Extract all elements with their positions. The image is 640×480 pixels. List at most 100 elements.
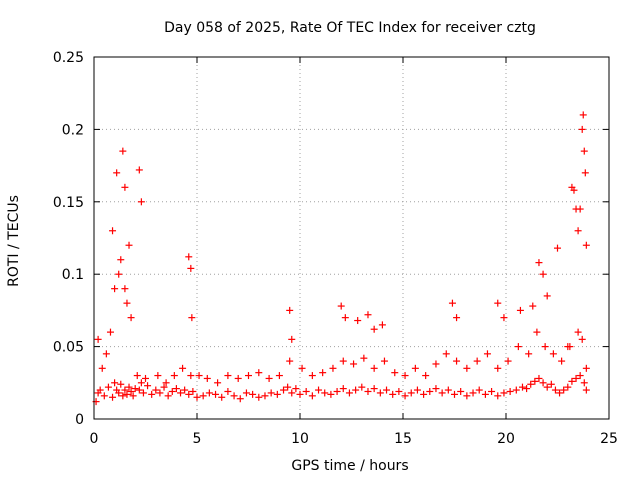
- data-point: [142, 374, 149, 382]
- data-point: [319, 369, 327, 377]
- data-point: [506, 387, 514, 395]
- data-point: [170, 372, 178, 380]
- data-point: [185, 390, 193, 398]
- x-tick-label: 5: [193, 431, 202, 447]
- data-point: [514, 343, 522, 351]
- x-tick-label: 10: [291, 431, 309, 447]
- data-point: [539, 270, 547, 278]
- axis-ticks: 0 5 10 15 20 25 0 0.05 0.1 0.15 0.2 0.25: [53, 50, 618, 447]
- data-point: [125, 241, 133, 249]
- data-point: [242, 389, 250, 397]
- data-point: [580, 147, 588, 155]
- x-axis-title: GPS time / hours: [291, 458, 408, 474]
- data-point: [168, 387, 176, 395]
- data-point: [188, 314, 196, 322]
- data-point: [391, 369, 399, 377]
- data-point: [329, 364, 337, 372]
- data-point: [370, 385, 378, 393]
- data-point: [333, 387, 341, 395]
- data-point: [109, 393, 117, 401]
- data-point: [488, 387, 496, 395]
- data-point: [554, 244, 561, 252]
- data-point: [535, 374, 543, 382]
- data-point: [376, 389, 384, 397]
- data-point: [224, 387, 232, 395]
- data-point: [504, 357, 512, 365]
- data-point: [442, 350, 450, 358]
- data-point: [265, 374, 273, 382]
- data-point: [473, 357, 481, 365]
- data-point: [556, 389, 564, 397]
- data-point: [245, 372, 252, 380]
- data-point: [533, 328, 541, 336]
- y-tick-label: 0: [75, 412, 84, 428]
- data-point: [154, 372, 162, 380]
- data-point: [370, 364, 378, 372]
- data-point: [181, 386, 189, 394]
- data-point: [574, 227, 582, 235]
- x-tick-label: 15: [394, 431, 412, 447]
- data-point: [131, 385, 139, 393]
- data-point: [551, 386, 559, 394]
- data-point: [255, 369, 263, 377]
- data-point: [581, 169, 589, 177]
- data-point: [358, 383, 366, 391]
- data-point: [339, 385, 347, 393]
- data-point: [273, 390, 281, 398]
- data-point: [177, 389, 185, 397]
- data-point: [284, 383, 292, 391]
- data-point: [411, 364, 419, 372]
- data-point: [383, 386, 391, 394]
- data-point: [189, 387, 197, 395]
- data-point: [564, 383, 572, 391]
- data-point: [195, 372, 203, 380]
- data-point: [527, 380, 535, 388]
- data-point: [444, 386, 452, 394]
- data-point: [543, 292, 551, 300]
- data-point: [345, 389, 353, 397]
- x-tick-label: 25: [600, 431, 618, 447]
- data-point: [570, 186, 578, 194]
- data-point: [255, 393, 263, 401]
- data-point: [117, 256, 125, 264]
- data-point: [224, 372, 232, 380]
- data-point: [164, 392, 172, 400]
- data-point: [512, 386, 520, 394]
- x-tick-label: 20: [497, 431, 515, 447]
- data-point: [286, 357, 294, 365]
- data-point: [463, 364, 471, 372]
- data-point: [96, 386, 104, 394]
- data-point: [380, 357, 388, 365]
- data-point: [457, 387, 465, 395]
- data-point: [296, 390, 304, 398]
- data-point: [337, 302, 345, 310]
- data-point: [475, 386, 483, 394]
- data-point: [525, 350, 533, 358]
- data-point: [119, 392, 127, 400]
- data-point: [308, 372, 316, 380]
- chart-title: Day 058 of 2025, Rate Of TEC Index for r…: [164, 20, 536, 36]
- data-point: [422, 372, 430, 380]
- data-point: [531, 377, 539, 385]
- data-point: [292, 385, 300, 393]
- data-point: [547, 380, 555, 388]
- data-point: [518, 383, 526, 391]
- data-point: [426, 387, 434, 395]
- data-point: [137, 198, 145, 206]
- data-point: [123, 299, 131, 307]
- data-point: [214, 379, 222, 387]
- data-point: [249, 390, 257, 398]
- data-point: [378, 321, 386, 329]
- data-point: [578, 125, 586, 133]
- data-point: [321, 389, 329, 397]
- data-point: [413, 386, 421, 394]
- data-point: [185, 253, 193, 261]
- data-point: [576, 372, 584, 380]
- data-point: [234, 374, 242, 382]
- plot-frame: [93, 56, 610, 420]
- data-point: [267, 389, 275, 397]
- data-point: [193, 393, 201, 401]
- y-tick-label: 0.2: [62, 122, 84, 138]
- data-point: [125, 383, 133, 391]
